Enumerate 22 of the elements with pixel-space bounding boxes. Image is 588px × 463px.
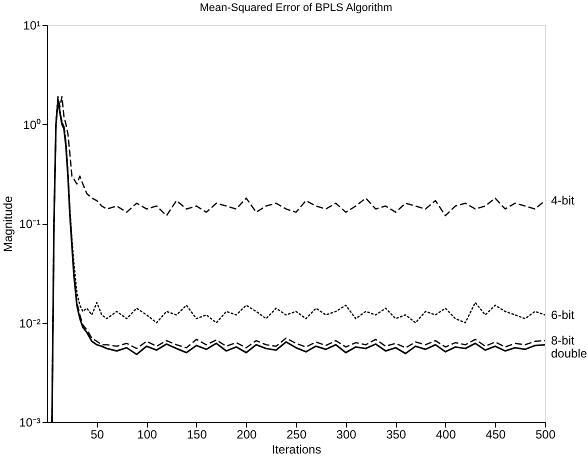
series-label: 8-bit: [551, 334, 576, 348]
x-tick-label: 450: [486, 428, 506, 442]
x-tick-label: 50: [90, 428, 104, 442]
series-label: 4-bit: [551, 194, 576, 208]
y-axis-title: Magnitude: [1, 196, 16, 252]
series-label: double: [551, 346, 588, 361]
chart-title: Mean-Squared Error of BPLS Algorithm: [200, 2, 392, 14]
x-tick-label: 150: [186, 428, 208, 442]
x-tick-label: 200: [236, 428, 258, 442]
y-tick-label: 10¹: [23, 18, 41, 32]
y-tick-label: 10⁻¹: [19, 217, 41, 231]
x-tick-label: 400: [436, 428, 456, 442]
x-tick-label: 300: [336, 428, 357, 442]
y-tick-label: 10⁰: [23, 118, 40, 132]
x-tick-label: 350: [386, 428, 406, 442]
x-axis-title: Iterations: [272, 442, 322, 456]
x-tick-label: 500: [535, 428, 556, 442]
y-tick-label: 10⁻²: [19, 316, 41, 330]
x-tick-label: 100: [137, 428, 158, 442]
y-tick-label: 10⁻³: [19, 416, 41, 430]
series-label: 6-bit: [551, 308, 576, 322]
x-tick-label: 250: [286, 428, 307, 442]
